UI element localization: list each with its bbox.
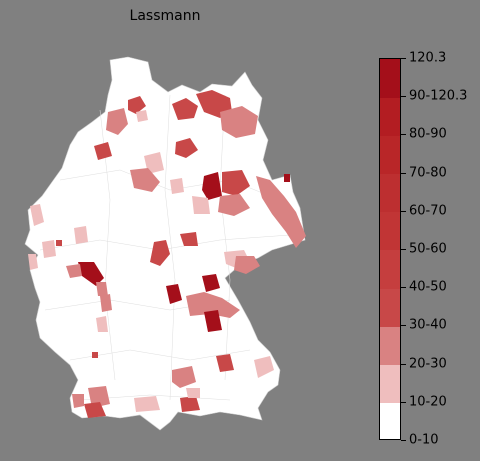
district — [202, 172, 222, 200]
colorbar-tick — [401, 96, 406, 98]
colorbar-tick — [401, 172, 406, 174]
district — [92, 352, 98, 358]
colorbar-tick-label: 10-20 — [409, 394, 447, 410]
colorbar-tick-label: 90-120.3 — [409, 88, 468, 104]
colorbar-segment — [380, 59, 400, 98]
colorbar-tick-label: 50-60 — [409, 241, 447, 257]
district — [74, 226, 88, 244]
colorbar-tick — [401, 401, 406, 403]
colorbar-segment — [380, 173, 400, 213]
colorbar-segment — [380, 135, 400, 175]
district — [30, 204, 44, 226]
colorbar-tick — [401, 363, 406, 365]
colorbar-tick-label: 60-70 — [409, 203, 447, 219]
district — [172, 98, 198, 120]
colorbar-tick-label: 0-10 — [409, 432, 439, 448]
district — [56, 240, 62, 246]
district — [106, 108, 128, 135]
district — [180, 232, 198, 246]
colorbar-tick — [401, 287, 406, 289]
district — [150, 240, 170, 266]
colorbar-tick-label: 120.3 — [409, 50, 447, 66]
district — [202, 274, 220, 292]
district — [100, 294, 112, 312]
colorbar-segment — [380, 326, 400, 366]
colorbar-tick — [401, 325, 406, 327]
colorbar-segment — [380, 211, 400, 251]
colorbar-tick-label: 80-90 — [409, 126, 447, 142]
colorbar-tick-label: 20-30 — [409, 356, 447, 372]
colorbar-segment — [380, 97, 400, 136]
colorbar-segment — [380, 250, 400, 289]
district — [66, 264, 82, 278]
district — [220, 106, 258, 138]
district — [172, 366, 196, 388]
colorbar-tick — [401, 440, 406, 441]
district — [192, 196, 210, 214]
colorbar-tick-label: 30-40 — [409, 317, 447, 333]
district — [222, 170, 250, 196]
district — [180, 396, 200, 412]
district — [254, 356, 274, 378]
district — [204, 310, 222, 332]
colorbar-tick — [401, 210, 406, 212]
colorbar-tick — [401, 58, 406, 59]
district — [218, 194, 250, 216]
district — [166, 284, 182, 304]
colorbar-segment — [380, 402, 400, 439]
district — [196, 90, 232, 118]
district — [216, 354, 234, 372]
district — [96, 282, 108, 296]
district — [28, 254, 38, 270]
district — [130, 168, 160, 192]
colorbar-segment — [380, 288, 400, 327]
district — [136, 110, 148, 122]
district — [88, 386, 110, 408]
district — [78, 262, 104, 286]
district — [284, 174, 290, 182]
district — [94, 142, 112, 160]
colorbar-segment — [380, 364, 400, 404]
colorbar-tick-label: 40-50 — [409, 279, 447, 295]
district — [96, 316, 108, 332]
district — [84, 402, 106, 418]
district — [186, 388, 200, 398]
district — [234, 256, 260, 274]
district — [42, 240, 56, 258]
district — [134, 396, 160, 412]
highlighted-districts — [28, 90, 306, 418]
district — [170, 178, 184, 194]
colorbar-tick-label: 70-80 — [409, 165, 447, 181]
district — [72, 394, 84, 408]
district — [128, 96, 146, 114]
district — [256, 176, 306, 248]
colorbar — [379, 58, 401, 440]
map-title: Lassmann — [129, 8, 201, 24]
district — [144, 152, 164, 174]
colorbar-tick — [401, 134, 406, 136]
district — [175, 138, 198, 158]
district — [186, 292, 240, 318]
colorbar-tick — [401, 249, 406, 250]
